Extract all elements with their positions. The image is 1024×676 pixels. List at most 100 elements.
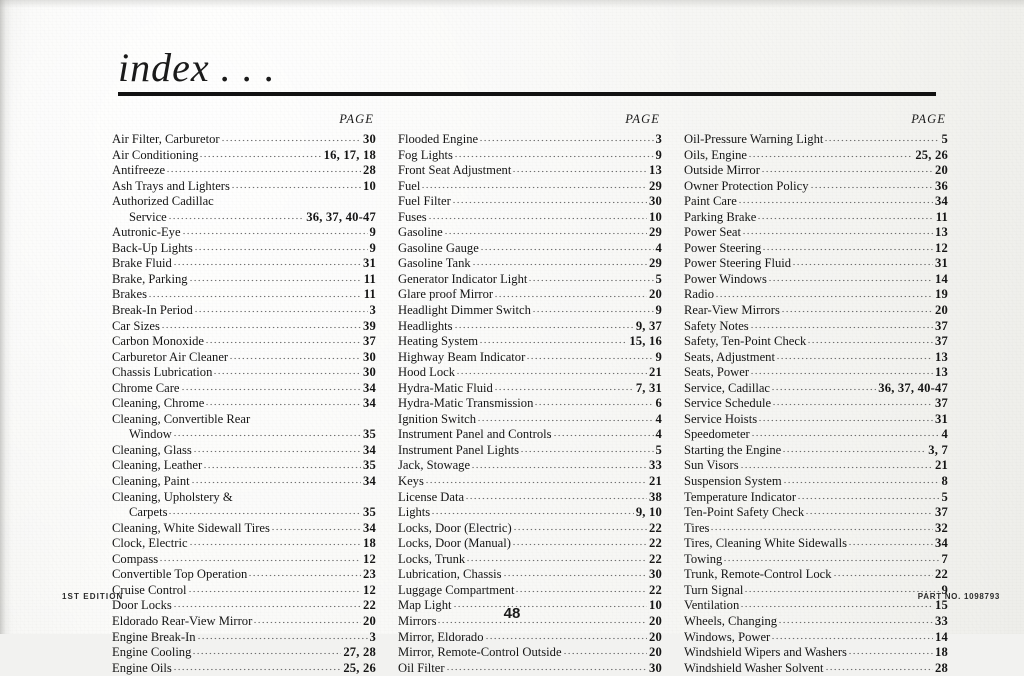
index-entry[interactable]: Oil Filter 30 bbox=[398, 661, 662, 676]
index-entry[interactable]: Break-In Period 3 bbox=[112, 303, 376, 319]
index-entry[interactable]: Front Seat Adjustment 13 bbox=[398, 163, 662, 179]
index-entry[interactable]: Back-Up Lights 9 bbox=[112, 241, 376, 257]
index-entry[interactable]: Generator Indicator Light 5 bbox=[398, 272, 662, 288]
index-entry[interactable]: Air Conditioning 16, 17, 18 bbox=[112, 148, 376, 164]
index-entry[interactable]: Engine Oils 25, 26 bbox=[112, 661, 376, 676]
index-entry[interactable]: Jack, Stowage 33 bbox=[398, 458, 662, 474]
index-entry[interactable]: Radio 19 bbox=[684, 287, 948, 303]
index-entry[interactable]: Locks, Door (Manual) 22 bbox=[398, 536, 662, 552]
index-entry[interactable]: Starting the Engine 3, 7 bbox=[684, 443, 948, 459]
index-entry[interactable]: Air Filter, Carburetor 30 bbox=[112, 132, 376, 148]
index-entry[interactable]: Cruise Control 12 bbox=[112, 583, 376, 599]
index-entry[interactable]: Engine Break-In 3 bbox=[112, 630, 376, 646]
index-entry[interactable]: Map Light 10 bbox=[398, 598, 662, 614]
index-entry[interactable]: Power Steering 12 bbox=[684, 241, 948, 257]
index-entry[interactable]: Gasoline 29 bbox=[398, 225, 662, 241]
index-entry[interactable]: Speedometer 4 bbox=[684, 427, 948, 443]
index-entry[interactable]: Heating System 15, 16 bbox=[398, 334, 662, 350]
index-entry[interactable]: Windshield Wipers and Washers 18 bbox=[684, 645, 948, 661]
index-entry[interactable]: Service, Cadillac 36, 37, 40-47 bbox=[684, 381, 948, 397]
index-entry[interactable]: Ash Trays and Lighters 10 bbox=[112, 179, 376, 195]
index-entry[interactable]: Brake, Parking 11 bbox=[112, 272, 376, 288]
index-entry[interactable]: Cleaning, Chrome 34 bbox=[112, 396, 376, 412]
index-entry[interactable]: Carbon Monoxide 37 bbox=[112, 334, 376, 350]
index-entry[interactable]: Gasoline Gauge 4 bbox=[398, 241, 662, 257]
index-entry[interactable]: Mirror, Remote-Control Outside 20 bbox=[398, 645, 662, 661]
index-entry[interactable]: Towing 7 bbox=[684, 552, 948, 568]
index-entry[interactable]: Luggage Compartment 22 bbox=[398, 583, 662, 599]
index-entry[interactable]: Sun Visors 21 bbox=[684, 458, 948, 474]
index-entry[interactable]: Door Locks 22 bbox=[112, 598, 376, 614]
index-entry[interactable]: Ignition Switch 4 bbox=[398, 412, 662, 428]
index-entry[interactable]: Window 35 bbox=[112, 427, 376, 443]
index-entry[interactable]: Owner Protection Policy 36 bbox=[684, 179, 948, 195]
index-entry[interactable]: Car Sizes 39 bbox=[112, 319, 376, 335]
index-entry[interactable]: Cleaning, Leather 35 bbox=[112, 458, 376, 474]
index-entry[interactable]: Headlights 9, 37 bbox=[398, 319, 662, 335]
index-entry[interactable]: Ventilation 15 bbox=[684, 598, 948, 614]
index-entry[interactable]: Authorized Cadillac bbox=[112, 194, 376, 210]
index-entry[interactable]: Tires 32 bbox=[684, 521, 948, 537]
index-entry[interactable]: Chrome Care 34 bbox=[112, 381, 376, 397]
index-entry[interactable]: Power Steering Fluid 31 bbox=[684, 256, 948, 272]
index-entry[interactable]: Lights 9, 10 bbox=[398, 505, 662, 521]
index-entry[interactable]: Carburetor Air Cleaner 30 bbox=[112, 350, 376, 366]
index-entry[interactable]: Hood Lock 21 bbox=[398, 365, 662, 381]
index-entry[interactable]: Paint Care 34 bbox=[684, 194, 948, 210]
index-entry[interactable]: Turn Signal 9 bbox=[684, 583, 948, 599]
index-entry[interactable]: Seats, Adjustment 13 bbox=[684, 350, 948, 366]
index-entry[interactable]: Windows, Power 14 bbox=[684, 630, 948, 646]
index-entry[interactable]: Locks, Trunk 22 bbox=[398, 552, 662, 568]
index-entry[interactable]: Service Hoists 31 bbox=[684, 412, 948, 428]
index-entry[interactable]: Cleaning, Glass 34 bbox=[112, 443, 376, 459]
index-entry[interactable]: Ten-Point Safety Check 37 bbox=[684, 505, 948, 521]
index-entry[interactable]: Fuel 29 bbox=[398, 179, 662, 195]
index-entry[interactable]: Tires, Cleaning White Sidewalls 34 bbox=[684, 536, 948, 552]
index-entry[interactable]: Antifreeze 28 bbox=[112, 163, 376, 179]
index-entry[interactable]: Power Seat 13 bbox=[684, 225, 948, 241]
index-entry[interactable]: Mirror, Eldorado 20 bbox=[398, 630, 662, 646]
index-entry[interactable]: Service Schedule 37 bbox=[684, 396, 948, 412]
index-entry[interactable]: Wheels, Changing 33 bbox=[684, 614, 948, 630]
index-entry[interactable]: Clock, Electric 18 bbox=[112, 536, 376, 552]
index-entry[interactable]: Glare proof Mirror 20 bbox=[398, 287, 662, 303]
index-entry[interactable]: Keys 21 bbox=[398, 474, 662, 490]
index-entry[interactable]: Lubrication, Chassis 30 bbox=[398, 567, 662, 583]
index-entry[interactable]: Seats, Power 13 bbox=[684, 365, 948, 381]
index-entry[interactable]: Oils, Engine 25, 26 bbox=[684, 148, 948, 164]
index-entry[interactable]: Instrument Panel and Controls 4 bbox=[398, 427, 662, 443]
index-entry[interactable]: Instrument Panel Lights 5 bbox=[398, 443, 662, 459]
index-entry[interactable]: Headlight Dimmer Switch 9 bbox=[398, 303, 662, 319]
index-entry[interactable]: Compass 12 bbox=[112, 552, 376, 568]
index-entry[interactable]: Fuel Filter 30 bbox=[398, 194, 662, 210]
index-entry[interactable]: License Data 38 bbox=[398, 490, 662, 506]
index-entry[interactable]: Oil-Pressure Warning Light 5 bbox=[684, 132, 948, 148]
index-entry[interactable]: Suspension System 8 bbox=[684, 474, 948, 490]
index-entry[interactable]: Power Windows 14 bbox=[684, 272, 948, 288]
index-entry[interactable]: Brakes 11 bbox=[112, 287, 376, 303]
index-entry[interactable]: Safety, Ten-Point Check 37 bbox=[684, 334, 948, 350]
index-entry[interactable]: Temperature Indicator 5 bbox=[684, 490, 948, 506]
index-entry[interactable]: Outside Mirror 20 bbox=[684, 163, 948, 179]
index-entry[interactable]: Brake Fluid 31 bbox=[112, 256, 376, 272]
index-entry[interactable]: Autronic-Eye 9 bbox=[112, 225, 376, 241]
index-entry[interactable]: Highway Beam Indicator 9 bbox=[398, 350, 662, 366]
index-entry[interactable]: Hydra-Matic Fluid 7, 31 bbox=[398, 381, 662, 397]
index-entry[interactable]: Safety Notes 37 bbox=[684, 319, 948, 335]
index-entry[interactable]: Carpets 35 bbox=[112, 505, 376, 521]
index-entry[interactable]: Fuses 10 bbox=[398, 210, 662, 226]
index-entry[interactable]: Chassis Lubrication 30 bbox=[112, 365, 376, 381]
index-entry[interactable]: Service 36, 37, 40-47 bbox=[112, 210, 376, 226]
index-entry[interactable]: Cleaning, Upholstery & bbox=[112, 490, 376, 506]
index-entry[interactable]: Trunk, Remote-Control Lock 22 bbox=[684, 567, 948, 583]
index-entry[interactable]: Mirrors 20 bbox=[398, 614, 662, 630]
index-entry[interactable]: Eldorado Rear-View Mirror 20 bbox=[112, 614, 376, 630]
index-entry[interactable]: Windshield Washer Solvent 28 bbox=[684, 661, 948, 676]
index-entry[interactable]: Gasoline Tank 29 bbox=[398, 256, 662, 272]
index-entry[interactable]: Convertible Top Operation 23 bbox=[112, 567, 376, 583]
index-entry[interactable]: Flooded Engine 3 bbox=[398, 132, 662, 148]
index-entry[interactable]: Hydra-Matic Transmission 6 bbox=[398, 396, 662, 412]
index-entry[interactable]: Engine Cooling 27, 28 bbox=[112, 645, 376, 661]
index-entry[interactable]: Locks, Door (Electric) 22 bbox=[398, 521, 662, 537]
index-entry[interactable]: Fog Lights 9 bbox=[398, 148, 662, 164]
